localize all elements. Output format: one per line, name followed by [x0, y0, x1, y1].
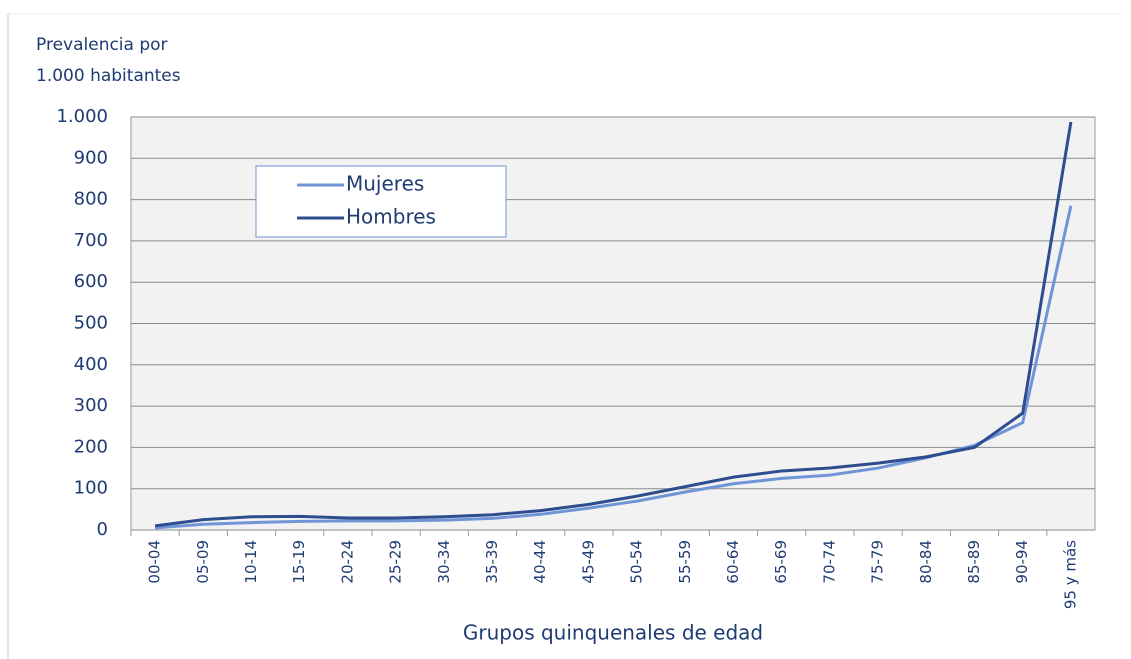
x-tick-label: 30-34	[435, 540, 453, 584]
x-tick-label: 50-54	[628, 540, 646, 584]
y-tick-label: 500	[74, 313, 108, 334]
legend-label: Hombres	[346, 205, 436, 229]
y-tick-label: 600	[74, 271, 108, 292]
x-tick-label: 75-79	[869, 540, 887, 584]
x-tick-label: 65-69	[772, 540, 790, 584]
x-tick-label: 10-14	[242, 540, 260, 584]
x-tick-label: 25-29	[387, 540, 405, 584]
y-tick-label: 700	[74, 230, 108, 251]
x-tick-label: 20-24	[338, 540, 356, 584]
y-tick-label: 100	[74, 478, 108, 499]
legend-label: Mujeres	[346, 172, 424, 196]
y-tick-label: 1.000	[56, 106, 108, 127]
x-axis-label: Grupos quinquenales de edad	[463, 621, 763, 645]
x-tick-label: 80-84	[917, 540, 935, 584]
x-tick-label: 95 y más	[1061, 540, 1079, 609]
y-tick-label: 0	[97, 519, 108, 540]
y-tick-label: 300	[74, 395, 108, 416]
x-tick-label: 55-59	[676, 540, 694, 584]
x-tick-label: 35-39	[483, 540, 501, 584]
legend-box	[255, 165, 507, 238]
x-tick-label: 05-09	[194, 540, 212, 584]
x-tick-label: 85-89	[965, 540, 983, 584]
x-tick-label: 40-44	[531, 540, 549, 584]
y-tick-label: 200	[74, 436, 108, 457]
x-tick-label: 15-19	[290, 540, 308, 584]
y-tick-label: 900	[74, 147, 108, 168]
x-tick-label: 00-04	[146, 540, 164, 584]
x-tick-label: 70-74	[820, 540, 838, 584]
x-tick-label: 45-49	[579, 540, 597, 584]
series-line	[154, 121, 1073, 528]
y-tick-label: 400	[74, 354, 108, 375]
x-tick-label: 60-64	[724, 540, 742, 584]
series-line	[154, 205, 1073, 530]
y-tick-label: 800	[74, 189, 108, 210]
y-axis-label: 1.000 habitantes	[36, 66, 181, 86]
y-axis-label: Prevalencia por	[36, 35, 168, 55]
x-tick-label: 90-94	[1013, 540, 1031, 584]
